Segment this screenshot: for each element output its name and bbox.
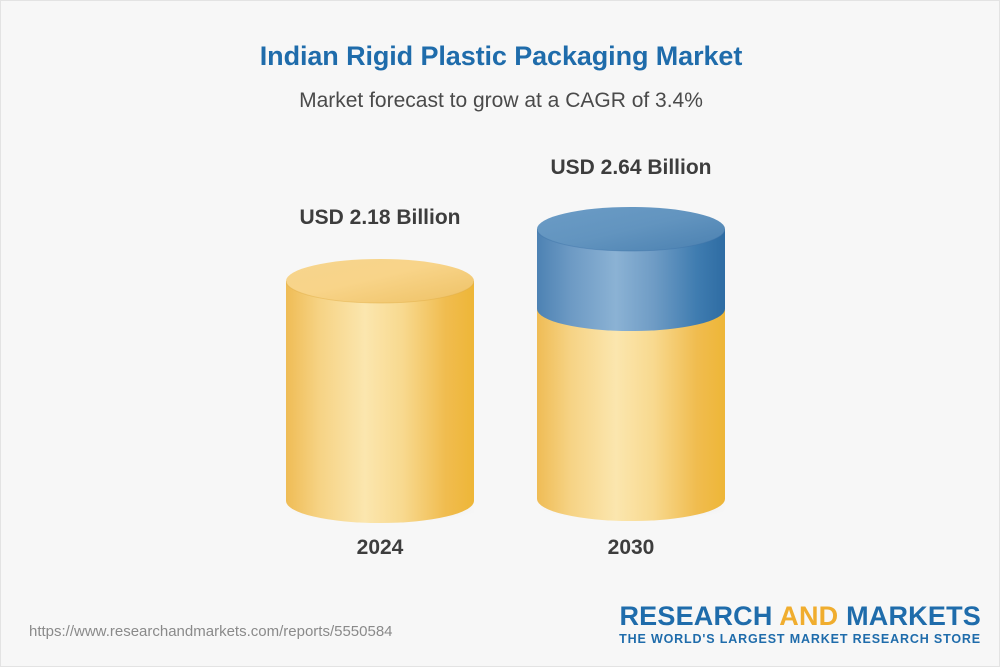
- page-title: Indian Rigid Plastic Packaging Market: [259, 41, 743, 71]
- value-label-2030: USD 2.64 Billion: [550, 156, 712, 179]
- brand-name: RESEARCH AND MARKETS: [619, 602, 981, 630]
- bar-cylinder-2024: [286, 259, 474, 523]
- brand-tagline: THE WORLD'S LARGEST MARKET RESEARCH STOR…: [619, 632, 981, 647]
- brand-logo: RESEARCH AND MARKETS THE WORLD'S LARGEST…: [619, 602, 981, 647]
- source-url[interactable]: https://www.researchandmarkets.com/repor…: [29, 623, 393, 640]
- brand-name-and: AND: [779, 601, 839, 631]
- bar-cylinder-2030: [537, 207, 725, 521]
- chart-subtitle: Market forecast to grow at a CAGR of 3.4…: [299, 89, 703, 112]
- category-label-2024: 2024: [356, 536, 404, 559]
- category-label-2030: 2030: [607, 536, 655, 559]
- brand-name-part1: RESEARCH: [619, 601, 780, 631]
- brand-name-part2: MARKETS: [838, 601, 981, 631]
- value-label-2024: USD 2.18 Billion: [299, 206, 461, 229]
